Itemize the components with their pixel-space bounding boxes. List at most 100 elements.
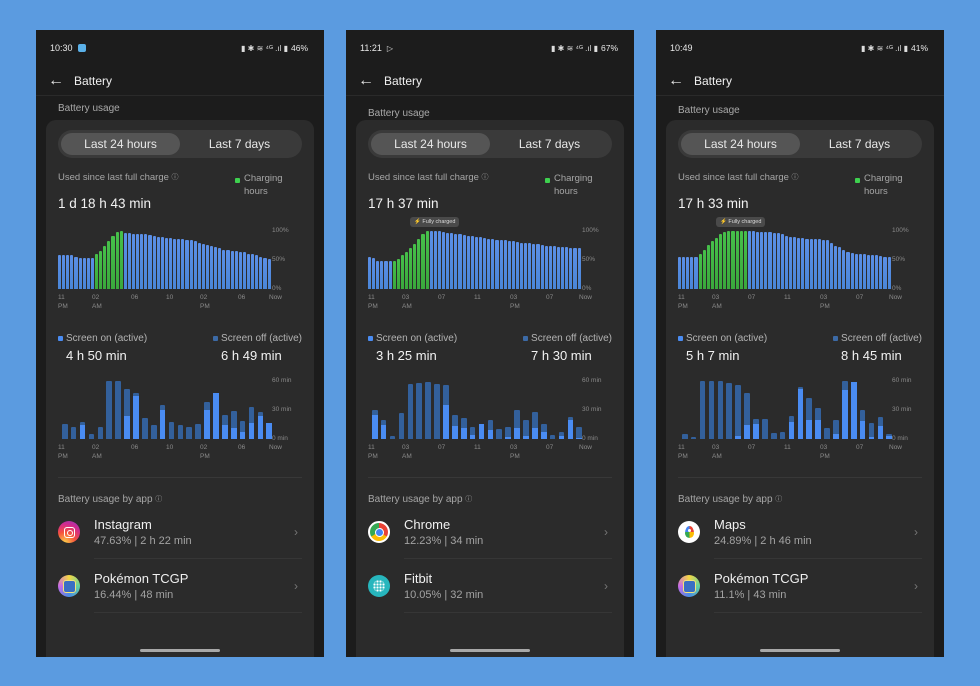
app-usage-row[interactable]: Chrome 12.23% | 34 min › xyxy=(368,505,612,559)
battery-bar xyxy=(446,232,450,289)
home-indicator[interactable] xyxy=(450,649,530,652)
screen-on-segment xyxy=(452,426,458,439)
info-icon[interactable]: ⓘ xyxy=(775,496,783,503)
play-store-notification-icon: ▷ xyxy=(386,43,394,53)
charging-bar xyxy=(710,241,714,289)
tab-last-7-days[interactable]: Last 7 days xyxy=(208,137,271,151)
tab-last-7-days[interactable]: Last 7 days xyxy=(518,137,581,151)
battery-bar xyxy=(842,249,846,289)
screen-on-segment xyxy=(469,435,476,439)
screen-time-bar xyxy=(380,419,387,439)
page-title: Battery xyxy=(384,73,423,88)
screen-time-bar xyxy=(222,414,228,439)
info-icon[interactable]: ⓘ xyxy=(481,174,489,181)
screen-time-legend: Screen on (active) 4 h 50 min Screen off… xyxy=(58,333,302,363)
y-tick: 0 min xyxy=(582,435,598,442)
battery-bar xyxy=(123,232,127,289)
battery-bar xyxy=(152,235,156,289)
row-divider xyxy=(714,612,922,613)
screen-time-bar xyxy=(567,416,574,439)
battery-bar xyxy=(458,234,462,289)
row-divider xyxy=(404,558,612,559)
app-bar: ← Battery xyxy=(656,66,944,96)
app-list: Instagram 47.63% | 2 h 22 min › Pokémon TCG… xyxy=(58,505,302,613)
battery-level-chart[interactable]: 100% 50% 0% 11 PM 02 AM 06 10 02 PM 06 Now xyxy=(58,219,302,319)
y-tick: 30 min xyxy=(582,406,602,413)
y-tick: 0% xyxy=(272,285,282,292)
tab-last-7-days[interactable]: Last 7 days xyxy=(828,137,891,151)
screen-time-bar xyxy=(753,418,759,439)
info-icon[interactable]: ⓘ xyxy=(465,496,473,503)
info-icon[interactable]: ⓘ xyxy=(155,496,163,503)
x-tick: 07 xyxy=(748,294,756,301)
back-arrow-icon[interactable]: ← xyxy=(668,71,684,89)
back-arrow-icon[interactable]: ← xyxy=(48,71,64,89)
screen-time-bar xyxy=(850,381,857,439)
screen-time-bar xyxy=(877,416,884,439)
x-tick: 07 xyxy=(546,294,554,301)
screen-time-chart[interactable]: 60 min 30 min 0 min 11 PM 03 AM 07 11 03 PM 07 N… xyxy=(678,375,922,475)
time-range-segmented-control: Last 24 hours Last 7 days xyxy=(678,130,922,158)
app-usage-stat: 10.05% | 32 min xyxy=(404,589,484,601)
battery-level-chart[interactable]: 100% 50% 0% 11 PM 03 AM 07 11 03 PM 07 Now ⚡ Ful… xyxy=(678,217,922,319)
used-since-full-charge-label: Used since last full charge ⓘ xyxy=(368,172,489,183)
y-tick: 60 min xyxy=(892,377,912,384)
screen-time-bar xyxy=(699,381,706,439)
app-usage-stat: 24.89% | 2 h 46 min xyxy=(714,535,812,547)
battery-level-bars xyxy=(678,231,891,289)
app-usage-row[interactable]: Pokémon TCGP 16.44% | 48 min › xyxy=(58,559,302,613)
screen-time-bar xyxy=(195,423,201,439)
info-icon[interactable]: ⓘ xyxy=(791,174,799,181)
screen-on-segment xyxy=(850,381,857,439)
screen-on-segment xyxy=(124,415,130,439)
app-usage-row[interactable]: Fitbit 10.05% | 32 min › xyxy=(368,559,612,613)
screen-time-chart[interactable]: 60 min 30 min 0 min 11 PM 02 AM 06 10 02 PM 06 N… xyxy=(58,375,302,475)
battery-bar xyxy=(251,254,255,289)
x-tick: 02 AM xyxy=(92,294,102,310)
battery-bar xyxy=(263,257,267,289)
screen-time-bar xyxy=(549,435,556,439)
screen-on-segment xyxy=(248,422,255,439)
screen-time-chart[interactable]: 60 min 30 min 0 min 11 PM 03 AM 07 11 03 PM 07 N… xyxy=(368,375,612,475)
battery-bar xyxy=(205,244,210,289)
tab-last-24-hours[interactable]: Last 24 hours xyxy=(61,133,180,155)
home-indicator[interactable] xyxy=(140,649,220,652)
battery-bar xyxy=(156,236,160,289)
apps-label-text: Battery usage by app xyxy=(368,494,463,505)
tab-last-24-hours[interactable]: Last 24 hours xyxy=(681,133,800,155)
app-usage-row[interactable]: Instagram 47.63% | 2 h 22 min › xyxy=(58,505,302,559)
battery-bar xyxy=(70,255,74,289)
battery-bar xyxy=(372,257,376,289)
charging-bar xyxy=(702,249,706,289)
battery-level-chart[interactable]: 100% 50% 0% 11 PM 03 AM 07 11 03 PM 07 Now ⚡ Ful… xyxy=(368,217,612,319)
x-tick: Now xyxy=(889,444,903,451)
page-title: Battery xyxy=(74,73,113,88)
maps-icon xyxy=(678,521,700,543)
info-icon[interactable]: ⓘ xyxy=(171,174,179,181)
app-usage-row[interactable]: Pokémon TCGP 11.1% | 43 min › xyxy=(678,559,922,613)
battery-usage-card: Last 24 hours Last 7 days Used since las… xyxy=(356,120,624,657)
battery-bar xyxy=(131,233,136,289)
x-tick: Now xyxy=(269,294,283,301)
battery-bar xyxy=(226,250,230,289)
x-tick: 07 xyxy=(748,444,756,451)
charging-bar xyxy=(731,231,735,289)
x-tick: Now xyxy=(889,294,903,301)
home-indicator[interactable] xyxy=(760,649,840,652)
tab-last-24-hours[interactable]: Last 24 hours xyxy=(371,133,490,155)
row-divider xyxy=(404,612,612,613)
screen-time-bar xyxy=(540,423,547,439)
battery-bar xyxy=(478,237,483,289)
battery-bar xyxy=(173,238,177,289)
battery-bar xyxy=(499,240,503,289)
back-arrow-icon[interactable]: ← xyxy=(358,71,374,89)
screen-time-bar xyxy=(859,410,866,439)
battery-bar xyxy=(557,246,561,289)
charging-legend-swatch xyxy=(855,178,860,183)
x-tick: 02 PM xyxy=(200,444,210,460)
battery-bar xyxy=(247,253,251,289)
app-usage-row[interactable]: Maps 24.89% | 2 h 46 min › xyxy=(678,505,922,559)
used-label-text: Used since last full charge xyxy=(678,172,789,183)
app-name: Pokémon TCGP xyxy=(94,571,189,586)
screen-time-bar xyxy=(257,411,264,439)
